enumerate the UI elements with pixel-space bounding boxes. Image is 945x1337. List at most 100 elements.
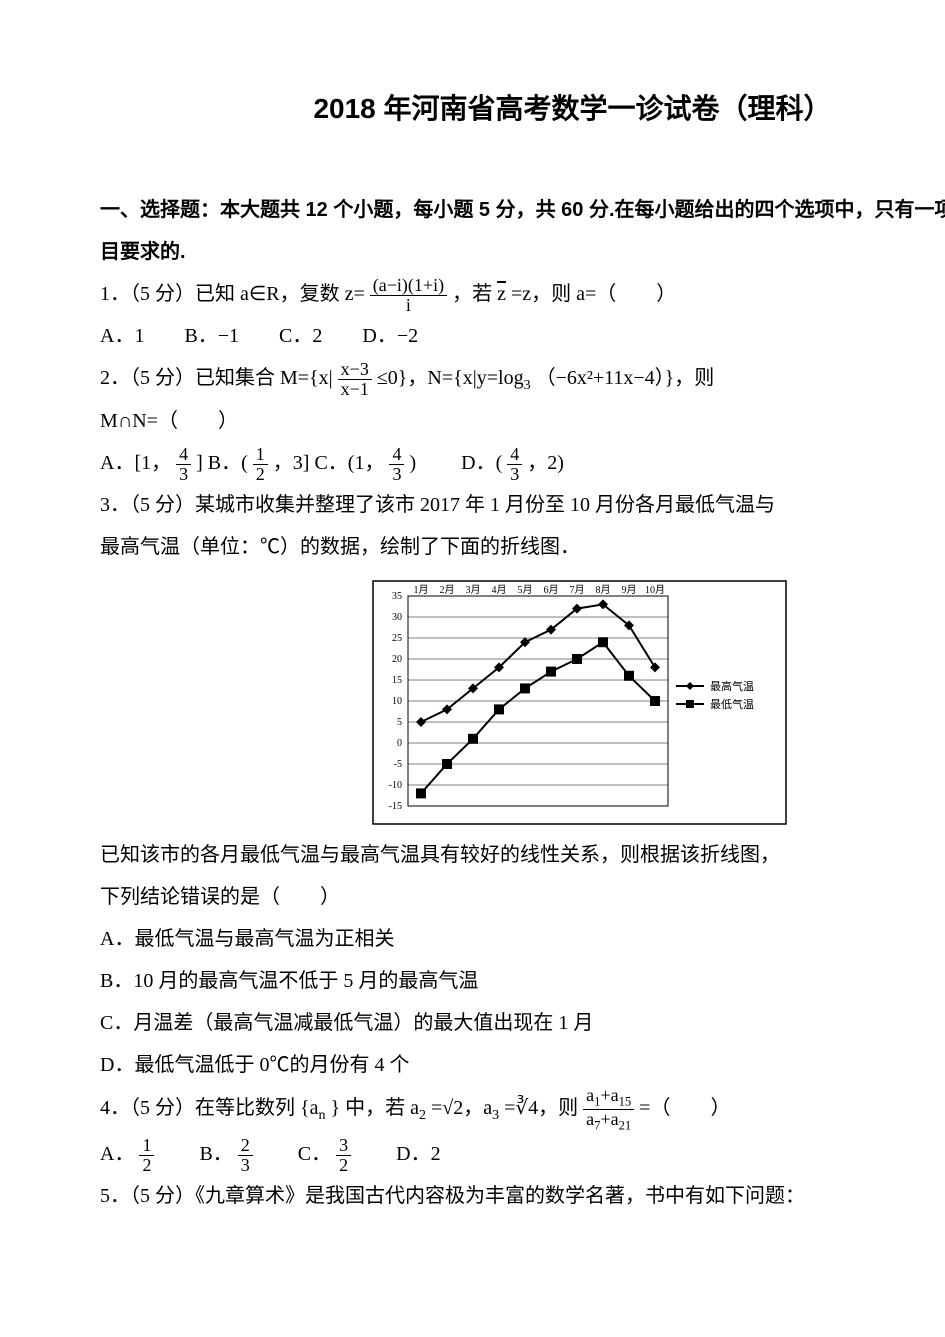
q2-optD-a: D．( — [461, 452, 502, 474]
svg-text:-15: -15 — [388, 801, 401, 812]
q2-optA-b: ] — [196, 452, 208, 474]
q2-frac-num: x−3 — [338, 360, 372, 380]
q2-optB-frac: 12 — [253, 445, 268, 484]
q4-optD: D．2 — [356, 1143, 440, 1165]
q2-optA-a: A．[1， — [100, 452, 171, 474]
q3-optB: B．10 月的最高气温不低于 5 月的最高气温 — [100, 960, 945, 1002]
q4-num-a1: a — [586, 1085, 594, 1105]
q2-stem-c: （−6x²+11x−4）}，则 — [536, 367, 715, 389]
q2-optC-num: 4 — [389, 445, 404, 465]
question-3-line1: 3．（5 分）某城市收集并整理了该市 2017 年 1 月份至 10 月份各月最… — [100, 484, 945, 526]
question-3-line3: 已知该市的各月最低气温与最高气温具有较好的线性关系，则根据该折线图， — [100, 834, 945, 876]
q2-frac-den: x−1 — [338, 380, 372, 399]
svg-text:35: 35 — [392, 591, 402, 602]
svg-text:10月: 10月 — [645, 584, 665, 596]
q4-optB-frac: 23 — [238, 1136, 253, 1175]
q2-stem-b: ≤0}，N={x|y=log — [377, 367, 524, 389]
q2-optD-b: ，2) — [527, 452, 564, 474]
question-2: 2．（5 分）已知集合 M={x| x−3 x−1 ≤0}，N={x|y=log… — [100, 357, 945, 400]
svg-text:15: 15 — [392, 675, 402, 686]
svg-text:7月: 7月 — [569, 584, 584, 596]
q3-optC: C．月温差（最高气温减最低气温）的最大值出现在 1 月 — [100, 1002, 945, 1044]
q4-stem-e: =（ ） — [639, 1097, 730, 1119]
q2-optC-den: 3 — [389, 465, 404, 484]
q2-optB-a: B．( — [208, 452, 248, 474]
q4-den-plus: +a — [600, 1109, 618, 1129]
q2-optA-frac: 43 — [176, 445, 191, 484]
q4-optA-den: 2 — [139, 1156, 154, 1175]
q4-optB-a: B． — [159, 1143, 232, 1165]
svg-text:4月: 4月 — [491, 584, 506, 596]
svg-text:0: 0 — [397, 738, 402, 749]
q2-optD-frac: 43 — [507, 445, 522, 484]
q4-den-s2: 21 — [619, 1119, 632, 1133]
q2-optD-den: 3 — [507, 465, 522, 484]
q2-optB-den: 2 — [253, 465, 268, 484]
q2-optB-num: 1 — [253, 445, 268, 465]
svg-text:6月: 6月 — [543, 584, 558, 596]
svg-text:3月: 3月 — [465, 584, 480, 596]
question-4: 4．（5 分）在等比数列 {an } 中，若 a2 =√2，a3 =∛4，则 a… — [100, 1086, 945, 1133]
q4-optB-num: 2 — [238, 1136, 253, 1156]
q4-fraction: a1+a15 a7+a21 — [583, 1086, 634, 1133]
q1-stem-b: ，若 — [452, 283, 497, 305]
question-3-line2: 最高气温（单位：℃）的数据，绘制了下面的折线图． — [100, 526, 945, 568]
q4-optC-den: 2 — [336, 1156, 351, 1175]
q2-stem-a: 2．（5 分）已知集合 M={x| — [100, 367, 333, 389]
svg-text:30: 30 — [392, 612, 402, 623]
q4-sub-2: 2 — [419, 1108, 426, 1123]
q4-optC-frac: 32 — [336, 1136, 351, 1175]
q2-optB-b: ，3] — [273, 452, 315, 474]
q3-optD: D．最低气温低于 0℃的月份有 4 个 — [100, 1044, 945, 1086]
q4-options: A． 12 B． 23 C． 32 D．2 — [100, 1133, 945, 1175]
q4-optA-a: A． — [100, 1143, 134, 1165]
q3-optA: A．最低气温与最高气温为正相关 — [100, 918, 945, 960]
q1-options: A．1 B．−1 C．2 D．−2 — [100, 315, 945, 357]
svg-text:5: 5 — [397, 717, 402, 728]
page-title: 2018 年河南省高考数学一诊试卷（理科） — [100, 80, 945, 139]
q2-optD-num: 4 — [507, 445, 522, 465]
q4-optA-frac: 12 — [139, 1136, 154, 1175]
svg-text:最高气温: 最高气温 — [710, 679, 754, 693]
q2-optC-a: C．(1， — [314, 452, 384, 474]
question-3-line4: 下列结论错误的是（ ） — [100, 876, 945, 918]
svg-text:5月: 5月 — [517, 584, 532, 596]
q4-stem-a: 4．（5 分）在等比数列 {a — [100, 1097, 318, 1119]
svg-text:-5: -5 — [393, 759, 401, 770]
svg-text:8月: 8月 — [595, 584, 610, 596]
svg-text:25: 25 — [392, 633, 402, 644]
q4-optC-num: 3 — [336, 1136, 351, 1156]
svg-text:-10: -10 — [388, 780, 401, 791]
temperature-chart: -15-10-5051015202530351月2月3月4月5月6月7月8月9月… — [358, 576, 788, 826]
q1-stem-c: =z，则 a=（ ） — [511, 283, 676, 305]
svg-text:1月: 1月 — [413, 584, 428, 596]
q4-optC-a: C． — [258, 1143, 331, 1165]
svg-text:10: 10 — [392, 696, 402, 707]
q4-num-s2: 15 — [619, 1095, 632, 1109]
temperature-chart-svg: -15-10-5051015202530351月2月3月4月5月6月7月8月9月… — [358, 576, 788, 826]
q2-log-sub: 3 — [524, 378, 531, 393]
section-heading: 一、选择题：本大题共 12 个小题，每小题 5 分，共 60 分.在每小题给出的… — [100, 189, 945, 273]
q1-frac-num: (a−i)(1+i) — [370, 276, 447, 296]
q1-fraction: (a−i)(1+i) i — [370, 276, 447, 315]
svg-text:20: 20 — [392, 654, 402, 665]
q4-den-a1: a — [586, 1109, 594, 1129]
q1-zbar: z — [497, 283, 506, 305]
q4-optA-num: 1 — [139, 1136, 154, 1156]
question-1: 1．（5 分）已知 a∈R，复数 z= (a−i)(1+i) i ，若 z =z… — [100, 273, 945, 315]
q1-frac-den: i — [370, 296, 447, 315]
q4-frac-num: a1+a15 — [583, 1086, 634, 1110]
q4-stem-d: =∛4，则 — [504, 1097, 583, 1119]
q2-optC-b: ) — [409, 452, 456, 474]
svg-text:最低气温: 最低气温 — [710, 697, 754, 711]
q2-optA-num: 4 — [176, 445, 191, 465]
q4-sub-n: n — [318, 1108, 325, 1123]
q1-stem-a: 1．（5 分）已知 a∈R，复数 z= — [100, 283, 365, 305]
svg-text:9月: 9月 — [621, 584, 636, 596]
q4-frac-den: a7+a21 — [583, 1110, 634, 1133]
q2-options: A．[1， 43 ] B．( 12 ，3] C．(1， 43 ) D．( 43 … — [100, 442, 945, 484]
q4-num-plus: +a — [600, 1085, 618, 1105]
q2-optA-den: 3 — [176, 465, 191, 484]
q4-sub-3: 3 — [492, 1108, 499, 1123]
q4-stem-b: } 中，若 a — [330, 1097, 418, 1119]
